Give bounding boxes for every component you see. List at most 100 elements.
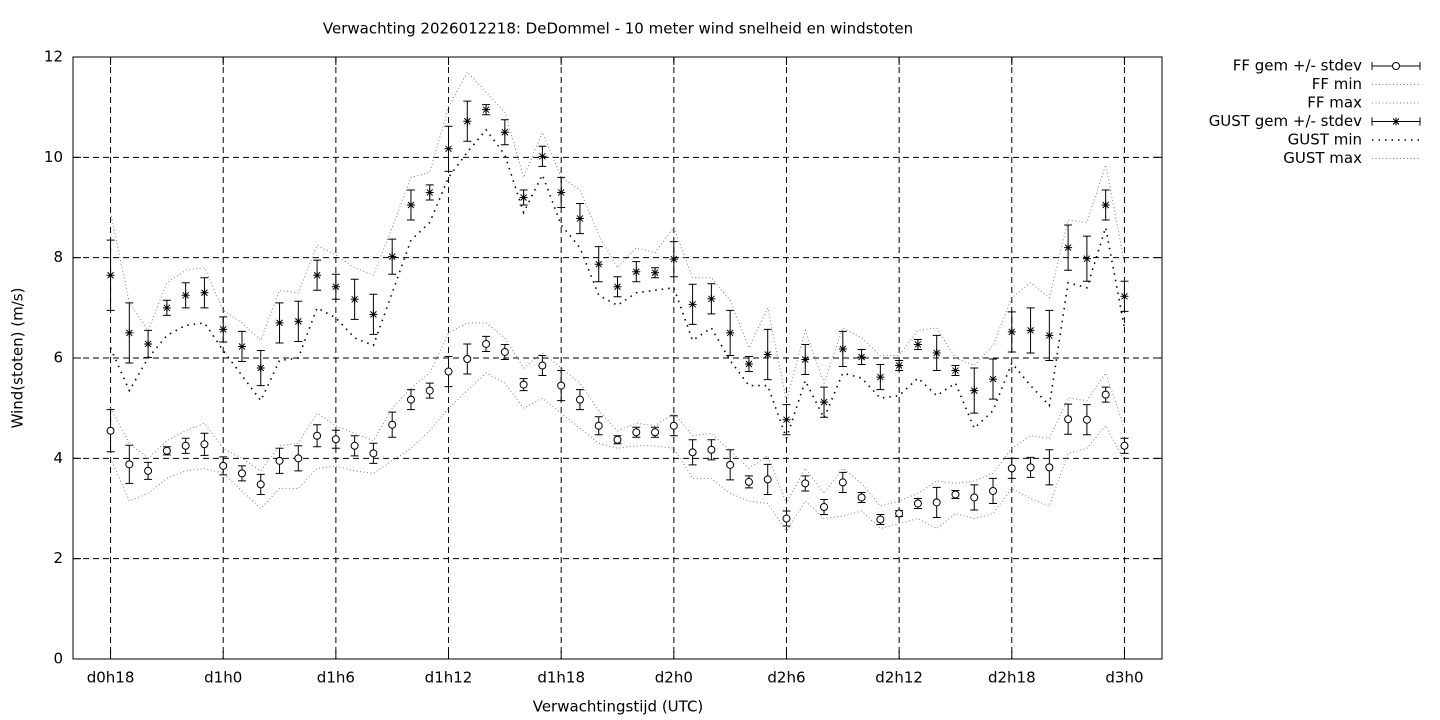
marker [519,380,528,389]
marker [369,449,378,458]
marker [200,440,209,449]
marker [594,421,603,430]
marker [1045,331,1054,340]
marker [895,361,904,370]
marker [538,152,547,161]
marker [294,454,303,463]
marker [313,271,322,280]
marker [1026,463,1035,472]
marker [782,415,791,424]
marker [876,515,885,524]
marker [820,502,829,511]
marker [707,445,716,454]
marker [688,448,697,457]
marker [989,486,998,495]
marker [444,367,453,376]
marker [500,347,509,356]
y-tick-label: 0 [53,650,63,668]
x-tick-label: d1h18 [537,669,585,687]
marker [594,260,603,269]
marker [895,509,904,518]
marker [557,188,566,197]
marker [669,421,678,430]
marker [557,381,566,390]
marker [162,303,171,312]
marker [989,375,998,384]
plot-frame [72,56,1163,660]
marker [688,300,697,309]
x-axis-label: Verwachtingstijd (UTC) [533,698,704,716]
marker [838,344,847,353]
marker [444,144,453,153]
marker [613,282,622,291]
marker [1064,415,1073,424]
marker [632,428,641,437]
marker [388,252,397,261]
marker [106,426,115,435]
marker [1007,464,1016,473]
marker [388,420,397,429]
x-tick-label: d2h6 [767,669,805,687]
x-tick-label: d1h6 [317,669,355,687]
marker [782,514,791,523]
marker [951,490,960,499]
marker [913,340,922,349]
legend-label: GUST gem +/- stdev [1209,112,1362,130]
y-tick-label: 12 [44,48,63,66]
marker [275,318,284,327]
marker [256,480,265,489]
marker [801,479,810,488]
legend-marker [1392,62,1400,70]
marker [200,288,209,297]
legend-label: FF min [1312,75,1362,93]
x-tick-label: d0h18 [87,669,135,687]
marker [932,498,941,507]
marker [1101,200,1110,209]
marker [651,268,660,277]
marker [331,435,340,444]
marker [801,355,810,364]
marker [219,461,228,470]
marker [294,317,303,326]
marker [181,291,190,300]
marker [707,294,716,303]
marker [106,271,115,280]
marker [857,352,866,361]
marker [538,361,547,370]
marker [162,446,171,455]
marker [237,469,246,478]
legend-label: GUST max [1283,149,1362,167]
marker [632,267,641,276]
marker [1007,327,1016,336]
marker [1064,243,1073,252]
marker [369,310,378,319]
marker [331,282,340,291]
marker [313,431,322,440]
x-tick-label: d3h0 [1105,669,1143,687]
marker [519,193,528,202]
marker [500,128,509,137]
marker [613,435,622,444]
marker [482,105,491,114]
marker [406,200,415,209]
series-line [110,322,1125,507]
marker [1120,292,1129,301]
marker [876,373,885,382]
marker [425,188,434,197]
y-tick-label: 6 [53,349,63,367]
marker [575,214,584,223]
y-tick-label: 10 [44,148,63,166]
marker [820,398,829,407]
marker [350,441,359,450]
marker [237,342,246,351]
x-tick-label: d2h12 [875,669,923,687]
marker [744,477,753,486]
marker [951,366,960,375]
marker [144,339,153,348]
chart-title: Verwachting 2026012218: DeDommel - 10 me… [323,20,913,38]
y-tick-label: 2 [53,549,63,567]
marker [463,117,472,126]
marker [219,325,228,334]
